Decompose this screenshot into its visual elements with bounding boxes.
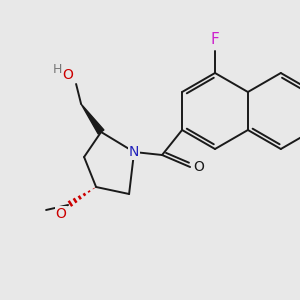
Text: O: O <box>62 68 73 82</box>
Text: N: N <box>129 145 139 159</box>
Text: O: O <box>193 160 204 174</box>
Polygon shape <box>81 104 104 134</box>
Text: H: H <box>53 63 62 76</box>
Text: O: O <box>55 207 66 221</box>
Text: F: F <box>211 32 219 47</box>
